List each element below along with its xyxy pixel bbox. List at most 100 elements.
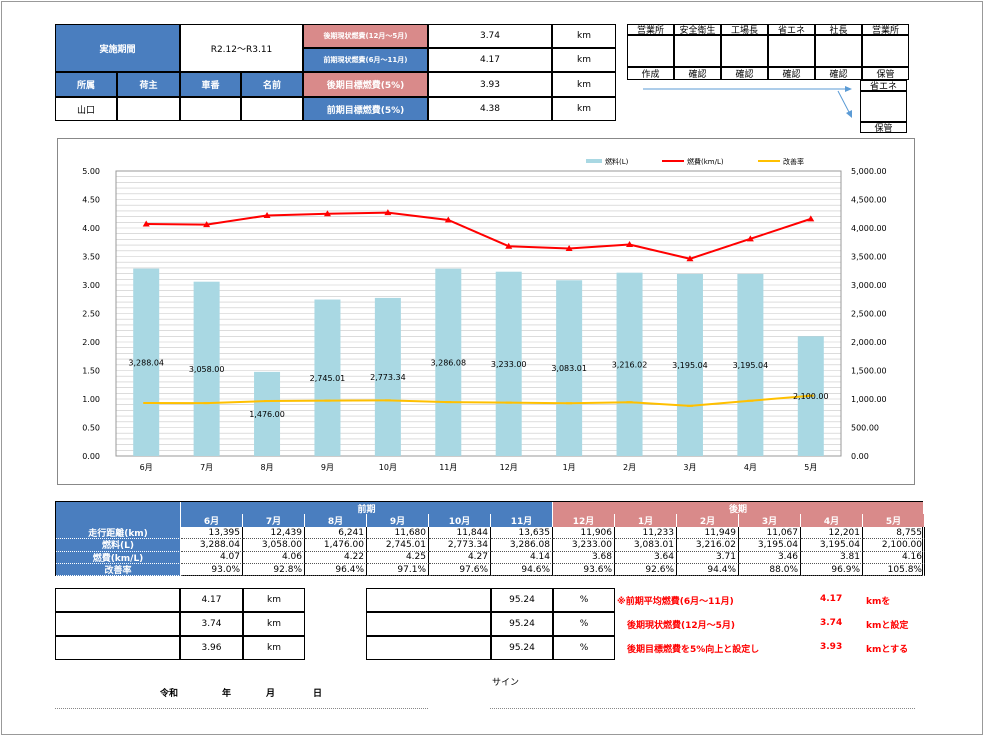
x-tick: 8月 xyxy=(260,463,273,472)
input-box[interactable] xyxy=(55,612,180,636)
fuel-bar xyxy=(314,299,341,456)
table-cell: 11,949 xyxy=(677,527,739,540)
approval-footer: 確認 xyxy=(674,67,721,80)
input-box[interactable] xyxy=(366,588,491,612)
stamp-box[interactable] xyxy=(768,35,815,67)
y-left-tick: 1.00 xyxy=(82,395,100,404)
y-left-tick: 4.00 xyxy=(82,224,100,233)
note-value: 3.74 xyxy=(820,618,843,628)
left-value: 3.96 xyxy=(180,636,243,660)
fuel-bar xyxy=(193,281,220,456)
row-label: 改善率 xyxy=(56,563,181,577)
stamp-box[interactable] xyxy=(815,35,862,67)
metric-value: 4.17 xyxy=(428,48,552,72)
metric-unit: km xyxy=(552,97,616,121)
side-stamp-box[interactable] xyxy=(860,91,907,122)
row-label: 走行距離(km) xyxy=(56,527,181,540)
table-cell: 4.22 xyxy=(305,551,367,564)
input-box[interactable] xyxy=(366,636,491,660)
period2-header: 後期 xyxy=(553,502,924,515)
input-box[interactable] xyxy=(55,588,180,612)
y-left-tick: 2.00 xyxy=(82,338,100,347)
fuel-data-label: 3,233.00 xyxy=(491,360,527,369)
fuel-efficiency-marker xyxy=(626,241,634,248)
stamp-box[interactable] xyxy=(674,35,721,67)
table-cell: 4.14 xyxy=(491,551,553,564)
fuel-efficiency-marker xyxy=(323,210,331,217)
table-cell: 2,745.01 xyxy=(367,539,429,552)
fuel-data-label: 3,216.02 xyxy=(612,360,648,369)
approval-header: 安全衛生 xyxy=(674,24,721,36)
metric-value: 3.74 xyxy=(428,24,552,48)
period1-header: 前期 xyxy=(181,502,553,515)
note-suffix: kmと設定 xyxy=(866,621,909,631)
table-cell: 11,906 xyxy=(553,527,615,540)
fuel-efficiency-line xyxy=(146,211,812,260)
x-tick: 1月 xyxy=(563,463,576,472)
table-cell: 4.07 xyxy=(181,551,243,564)
table-cell: 3,195.04 xyxy=(739,539,801,552)
legend-label: 燃料(L) xyxy=(605,157,629,166)
table-cell: 94.4% xyxy=(677,563,739,577)
month-header: 11月 xyxy=(491,514,553,527)
x-tick: 12月 xyxy=(500,463,518,472)
monthly-table: 前期 後期 6月 7月 8月 9月 10月 11月 12月 1月 2月 3月 4月 5月 走行距離(km) 1… xyxy=(55,501,925,577)
date-line[interactable] xyxy=(55,708,428,709)
x-tick: 4月 xyxy=(744,463,757,472)
right-unit: % xyxy=(553,588,615,612)
x-tick: 9月 xyxy=(321,463,334,472)
y-left-tick: 1.50 xyxy=(82,367,100,376)
date-era: 令和 xyxy=(160,689,179,699)
month-header: 9月 xyxy=(367,514,429,527)
y-right-tick: 4,500.00 xyxy=(851,196,887,205)
sign-line[interactable] xyxy=(490,708,915,709)
date-month: 月 xyxy=(266,689,276,699)
table-cell: 92.8% xyxy=(243,563,305,577)
stamp-box[interactable] xyxy=(627,35,674,67)
table-cell: 105.8% xyxy=(863,563,925,577)
x-tick: 10月 xyxy=(379,463,397,472)
fuel-data-label: 3,286.08 xyxy=(430,358,466,367)
fuel-bar xyxy=(616,272,643,456)
x-tick: 11月 xyxy=(439,463,457,472)
stamp-box[interactable] xyxy=(862,35,909,67)
table-cell: 93.6% xyxy=(553,563,615,577)
table-cell: 2,100.00 xyxy=(863,539,925,552)
left-value: 3.74 xyxy=(180,612,243,636)
fuel-bar xyxy=(374,297,401,456)
fuel-bar xyxy=(737,273,764,456)
date-year: 年 xyxy=(222,689,232,699)
fuel-data-label: 3,083.01 xyxy=(551,364,587,373)
month-header: 5月 xyxy=(863,514,925,527)
table-cell: 3.71 xyxy=(677,551,739,564)
month-header: 10月 xyxy=(429,514,491,527)
table-cell: 3,058.00 xyxy=(243,539,305,552)
fuel-bar xyxy=(254,371,281,456)
vehicle-value[interactable] xyxy=(180,97,241,121)
input-box[interactable] xyxy=(55,636,180,660)
fuel-data-label: 3,288.04 xyxy=(128,358,164,367)
fuel-bar xyxy=(556,280,583,456)
metric-label: 前期目標燃費(5%) xyxy=(303,97,428,121)
stamp-box[interactable] xyxy=(721,35,768,67)
metric-label: 後期現状燃費(12月～5月) xyxy=(303,24,428,48)
month-header: 6月 xyxy=(181,514,243,527)
note-value: 4.17 xyxy=(820,594,843,604)
table-cell: 96.4% xyxy=(305,563,367,577)
table-cell: 11,680 xyxy=(367,527,429,540)
input-box[interactable] xyxy=(366,612,491,636)
x-tick: 6月 xyxy=(140,463,153,472)
fuel-data-label: 3,195.04 xyxy=(672,361,708,370)
routing-arrows-icon xyxy=(643,86,852,118)
shipper-value[interactable] xyxy=(117,97,180,121)
fuel-data-label: 3,058.00 xyxy=(189,365,225,374)
y-right-tick: 500.00 xyxy=(851,424,879,433)
fuel-efficiency-marker xyxy=(203,221,211,228)
note-text: 後期目標燃費を5%向上と設定し xyxy=(627,645,760,655)
y-left-tick: 4.50 xyxy=(82,196,100,205)
fuel-data-label: 2,773.34 xyxy=(370,373,406,382)
chart-svg: 0.00 0.50 1.00 1.50 2.00 2.50 3.00 3.50 4.00 4.50… xyxy=(82,157,887,472)
y-right-tick: 3,500.00 xyxy=(851,253,887,262)
approval-header: 社長 xyxy=(815,24,862,36)
name-value[interactable] xyxy=(241,97,303,121)
